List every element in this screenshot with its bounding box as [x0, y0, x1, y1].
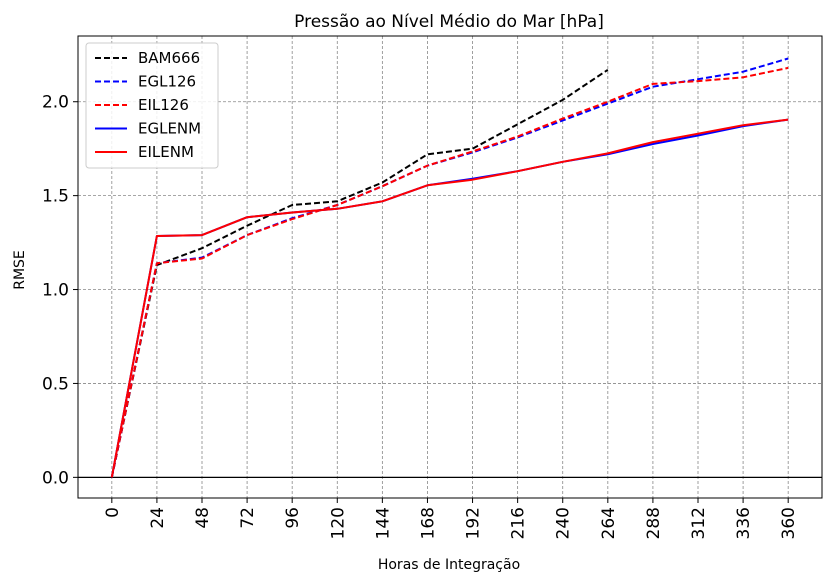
x-tick-label: 360: [779, 507, 799, 539]
plot-frame: [77, 35, 823, 499]
x-tick-label: 240: [554, 507, 574, 539]
x-tick-label: 192: [464, 507, 484, 539]
x-axis-label: Horas de Integração: [378, 557, 520, 573]
grid-lines: [78, 36, 822, 498]
x-tick-label: 264: [599, 507, 619, 539]
x-tick-label: 120: [328, 507, 348, 539]
x-tick-label: 144: [373, 507, 393, 539]
x-tick-label: 0: [103, 507, 123, 518]
legend-label: EIL126: [138, 96, 189, 114]
series-line-eglenm: [110, 118, 789, 478]
legend: BAM666 EGL126 EIL126 EGLENM EILENM: [85, 42, 219, 169]
legend-label: EGLENM: [138, 120, 201, 138]
x-tick-label: 336: [734, 507, 754, 539]
y-axis-label: RMSE: [12, 250, 28, 290]
axis-ticks: 0 24 48 72 96 120 144 168 192 216 240 264 288 312 336 3…: [42, 93, 799, 540]
y-tick-label: 1.5: [42, 187, 69, 207]
x-tick-label: 72: [238, 507, 258, 529]
x-tick-label: 96: [283, 507, 303, 529]
chart-title: Pressão ao Nível Médio do Mar [hPa]: [294, 12, 604, 32]
x-tick-label: 312: [689, 507, 709, 539]
y-tick-label: 2.0: [42, 93, 69, 113]
legend-box: [85, 42, 219, 169]
legend-label: BAM666: [138, 49, 200, 67]
x-tick-label: 48: [193, 507, 213, 529]
y-tick-label: 0.0: [42, 468, 69, 488]
series-layer: [110, 57, 789, 478]
x-tick-label: 168: [418, 507, 438, 539]
series-line-bam666: [110, 68, 609, 478]
x-tick-label: 216: [509, 507, 529, 539]
series-line-eilenm: [110, 118, 789, 478]
legend-label: EGL126: [138, 73, 196, 91]
x-tick-label: 288: [644, 507, 664, 539]
legend-label: EILENM: [138, 143, 194, 161]
y-tick-label: 1.0: [42, 281, 69, 301]
x-tick-label: 24: [148, 507, 168, 529]
series-line-eil126: [110, 66, 789, 478]
y-tick-label: 0.5: [42, 374, 69, 394]
